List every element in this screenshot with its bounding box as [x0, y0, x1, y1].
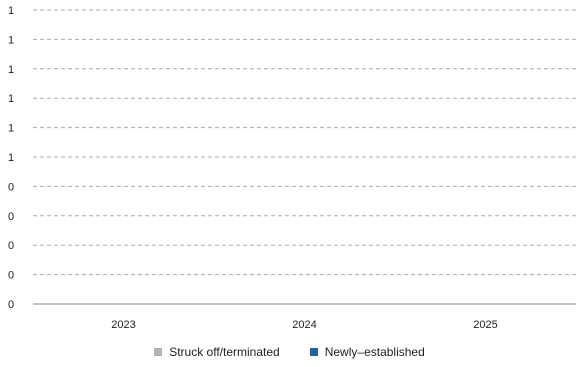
legend: Struck off/terminated Newly–established: [0, 345, 579, 359]
y-tick-label: 0: [8, 181, 14, 193]
legend-swatch-struck-off: [154, 348, 163, 356]
legend-item-struck-off: Struck off/terminated: [154, 345, 280, 359]
legend-label-newly-established: Newly–established: [324, 345, 425, 359]
y-tick-label: 0: [8, 240, 14, 252]
y-tick-label: 0: [8, 211, 14, 223]
legend-swatch-newly-established: [309, 348, 318, 356]
grid-lines: [33, 9, 576, 276]
y-tick-label: 1: [8, 34, 14, 46]
x-tick-label: 2024: [292, 319, 316, 331]
legend-item-newly-established: Newly–established: [309, 345, 425, 359]
y-axis-ticks: 0 0 0 0 0 1 1 1 1 1 1: [8, 5, 14, 311]
x-tick-label: 2025: [473, 319, 497, 331]
x-axis-ticks: 2023 2024 2025: [111, 319, 497, 331]
x-tick-label: 2023: [111, 319, 135, 331]
y-tick-label: 0: [8, 299, 14, 311]
legend-label-struck-off: Struck off/terminated: [169, 345, 280, 359]
y-tick-label: 1: [8, 5, 14, 17]
y-tick-label: 1: [8, 93, 14, 105]
y-tick-label: 1: [8, 123, 14, 135]
y-tick-label: 0: [8, 270, 14, 282]
y-tick-label: 1: [8, 152, 14, 164]
y-tick-label: 1: [8, 64, 14, 76]
bar-chart: 0 0 0 0 0 1 1 1 1 1 1 2023 2024 2025: [8, 5, 576, 331]
